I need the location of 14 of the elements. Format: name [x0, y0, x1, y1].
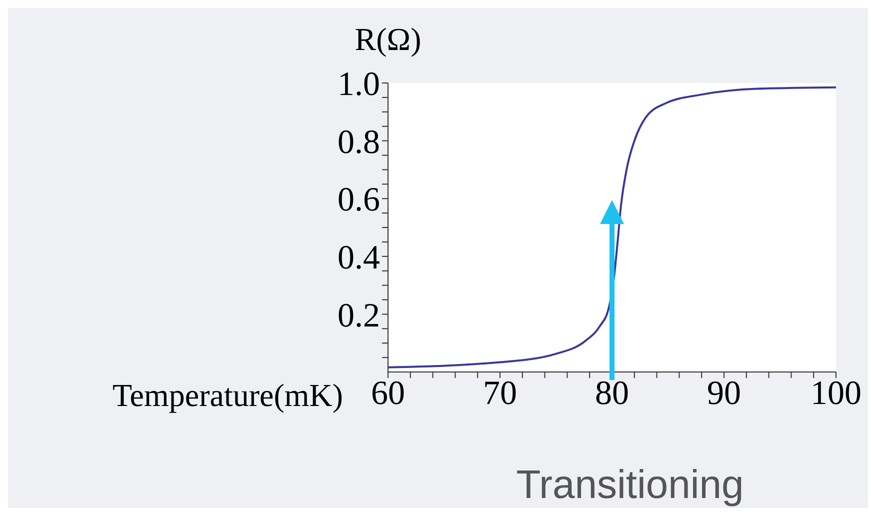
y-tick-label: 0.6: [338, 182, 380, 219]
x-tick-label: 80: [595, 375, 629, 412]
x-axis-title: Temperature(mK): [112, 377, 343, 413]
y-tick-label: 0.2: [338, 297, 380, 334]
y-axis-title: R(Ω): [354, 21, 422, 57]
y-tick-label: 0.8: [338, 124, 380, 161]
y-tick-label: 0.4: [338, 239, 380, 276]
y-tick-label: 1.0: [338, 66, 380, 104]
x-tick-label: 60: [371, 375, 405, 412]
x-tick-label: 70: [483, 375, 517, 412]
text: Transitioning: [516, 463, 744, 507]
line-series: [388, 86, 836, 368]
x-tick-label: 100: [810, 375, 862, 412]
x-tick-label: 90: [707, 375, 741, 412]
